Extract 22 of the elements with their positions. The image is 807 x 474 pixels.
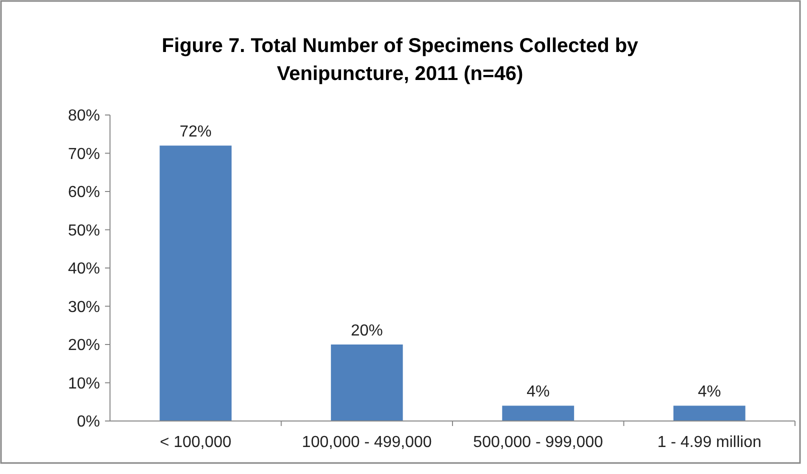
data-label: 4%: [526, 384, 550, 401]
bar: [502, 406, 574, 421]
y-tick-label: 10%: [68, 375, 100, 392]
y-tick-label: 50%: [68, 222, 100, 240]
x-tick-label: 500,000 - 999,000: [473, 434, 604, 451]
data-label: 4%: [698, 384, 721, 401]
data-label: 72%: [180, 124, 212, 141]
x-tick-label: < 100,000: [160, 434, 232, 451]
bar: [673, 406, 746, 421]
chart-title: Figure 7. Total Number of Specimens Collected by Venipuncture, 2011 (n=46): [162, 35, 640, 85]
y-tick-label: 30%: [68, 298, 100, 316]
y-tick-label: 60%: [68, 184, 100, 202]
y-tick-label: 0%: [76, 414, 100, 431]
data-label: 20%: [350, 322, 383, 340]
x-tick-label: 100,000 - 499,000: [302, 434, 432, 451]
x-tick-label: 1 - 4.99 million: [657, 434, 762, 451]
bar: [160, 146, 232, 421]
y-tick-label: 80%: [68, 108, 100, 125]
y-tick-label: 70%: [68, 146, 100, 163]
y-tick-label: 20%: [68, 337, 100, 354]
y-tick-label: 40%: [68, 260, 100, 278]
bar: [330, 344, 403, 421]
